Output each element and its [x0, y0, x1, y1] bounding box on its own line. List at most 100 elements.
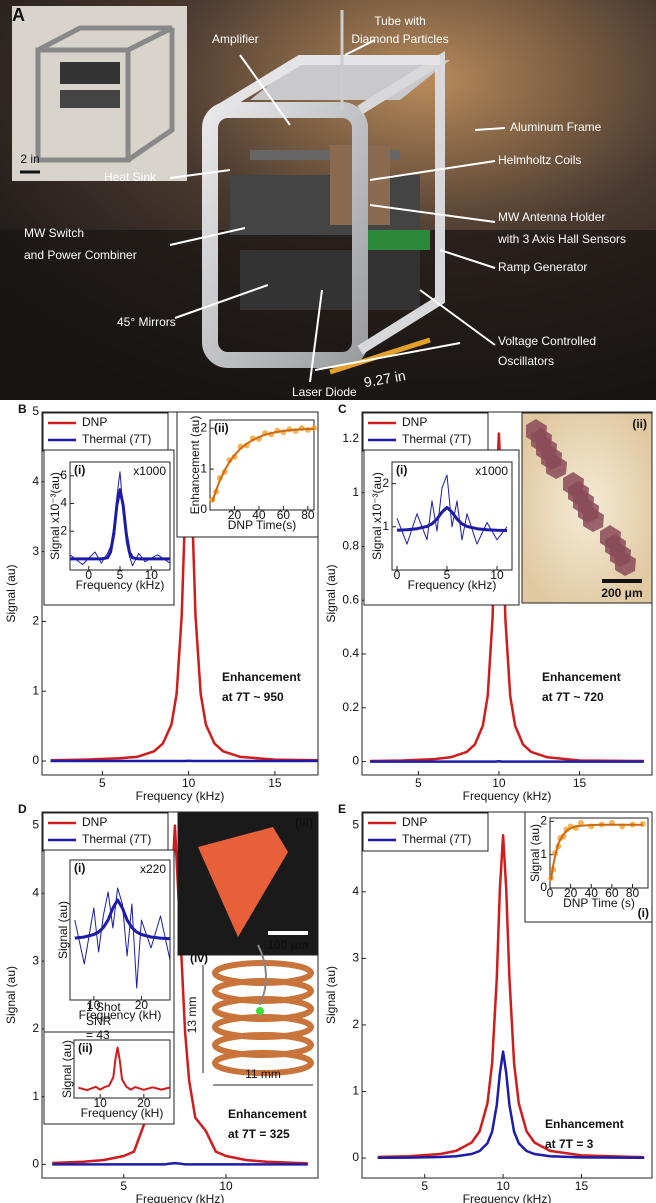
crystal	[198, 827, 288, 937]
crystal	[546, 455, 567, 479]
x-tick-label: 20	[137, 1096, 151, 1110]
y-tick-label: 5	[352, 817, 359, 831]
y-axis-label: Signal (au)	[324, 966, 338, 1024]
x-tick-label: 60	[605, 886, 619, 900]
label: Diamond Particles	[351, 32, 448, 46]
inset-note: = 43	[86, 1028, 110, 1042]
scale-label: 200 μm	[601, 586, 642, 600]
legend-label: DNP	[82, 815, 107, 829]
y-tick-label: 2	[60, 523, 67, 537]
legend: DNP Thermal (7T)	[42, 412, 169, 452]
annotation: at 7T = 325	[228, 1127, 290, 1141]
x-tick-label: 10	[182, 776, 196, 790]
inset-note: x220	[140, 862, 166, 876]
x-tick-label: 5	[444, 568, 451, 582]
point	[577, 820, 584, 826]
series-line	[52, 1161, 308, 1166]
coil-turn	[212, 1050, 314, 1076]
x-tick-label: 80	[301, 508, 315, 522]
x-tick-label: 15	[573, 776, 587, 790]
label: Laser Diode	[292, 385, 357, 399]
label: Helmholtz Coils	[498, 153, 581, 167]
legend-label: DNP	[402, 815, 427, 829]
series-line	[377, 1050, 645, 1160]
label: Voltage Controlled	[498, 334, 596, 348]
inset: 0 5 10 2 4 6 Frequency (kHz) Signal x10⁻³(au) (i…	[43, 449, 175, 606]
legend-box	[42, 412, 169, 452]
x-tick-label: 40	[585, 886, 599, 900]
label: Heat Sink	[104, 170, 157, 184]
y-tick-label: 4	[352, 884, 359, 898]
series-line	[52, 824, 308, 1165]
label: 45° Mirrors	[117, 315, 176, 329]
inset-note: 1 Shot	[86, 1000, 121, 1014]
y-axis-label: Signal (au)	[4, 966, 18, 1024]
inset-label: (ii)	[632, 417, 647, 431]
y-tick-label: 1	[382, 519, 389, 533]
x-tick-label: 0	[394, 568, 401, 582]
x-axis-label: Frequency (kH)	[79, 1008, 162, 1022]
x-axis-label: Frequency (kH)	[81, 1106, 164, 1120]
x-tick-label: 5	[117, 568, 124, 582]
panel-letter: D	[18, 802, 27, 816]
plot-frame	[69, 461, 171, 571]
x-tick-label: 5	[99, 776, 106, 790]
inset-label: (ii)	[78, 1041, 93, 1055]
inset-label: (i)	[74, 861, 85, 875]
height-label: 13 mm	[185, 997, 199, 1034]
width-label: 11 mm	[245, 1067, 281, 1081]
annotation: at 7T ~ 720	[542, 690, 604, 704]
y-tick-label: 0.8	[342, 539, 359, 553]
y-tick-label: 1	[352, 1084, 359, 1098]
dimension-label: 9.27 in	[363, 367, 407, 390]
inset-note: x1000	[475, 464, 508, 478]
y-tick-label: 5	[32, 818, 39, 832]
x-tick-label: 0	[547, 886, 554, 900]
annotation: at 7T ~ 950	[222, 690, 284, 704]
series-line	[550, 823, 643, 880]
inset-note: x1000	[133, 464, 166, 478]
y-tick-label: 4	[32, 886, 39, 900]
inset-label: (iii)	[295, 816, 313, 830]
x-tick-label: 40	[252, 508, 266, 522]
label: Aluminum Frame	[510, 120, 602, 134]
legend-label: Thermal (7T)	[82, 432, 151, 446]
label: Oscillators	[498, 354, 554, 368]
inset-scale: 2 in	[20, 152, 39, 166]
series-line	[74, 887, 171, 989]
inset-label: (i)	[638, 906, 649, 920]
label: and Power Combiner	[24, 248, 137, 262]
x-axis-label: Frequency (kHz)	[463, 1192, 552, 1203]
panel-letter: C	[338, 402, 347, 416]
annotation: Enhancement	[542, 670, 621, 684]
x-tick-label: 10	[496, 1179, 510, 1193]
label: MW Antenna Holder	[498, 210, 605, 224]
y-tick-label: 1	[32, 1089, 39, 1103]
x-tick-label: 10	[219, 1179, 233, 1193]
y-tick-label: 6	[60, 468, 67, 482]
inset: 0 20 40 60 80 0 1 2 DNP Time (s) Signal (au) (i)	[524, 811, 653, 923]
legend-label: Thermal (7T)	[402, 832, 471, 846]
pointer	[257, 944, 268, 1006]
x-tick-label: 20	[135, 998, 149, 1012]
annotation: Enhancement	[222, 670, 301, 684]
inset-note: SNR	[86, 1014, 112, 1028]
annotation: at 7T = 3	[545, 1137, 594, 1151]
y-tick-label: 0	[352, 1150, 359, 1164]
y-tick-label: 0	[32, 753, 39, 767]
label: MW Switch	[24, 226, 84, 240]
x-axis-label: Frequency (kHz)	[136, 789, 225, 803]
y-tick-label: 3	[32, 544, 39, 558]
y-tick-label: 1	[32, 683, 39, 697]
legend-label: Thermal (7T)	[82, 832, 151, 846]
inset: (iv) 13 mm 11 mm	[185, 944, 314, 1086]
inset: (iii) 100 μm	[177, 811, 319, 956]
series-line	[70, 488, 170, 561]
inset-label: (iv)	[190, 951, 208, 965]
x-tick-label: 20	[228, 508, 242, 522]
